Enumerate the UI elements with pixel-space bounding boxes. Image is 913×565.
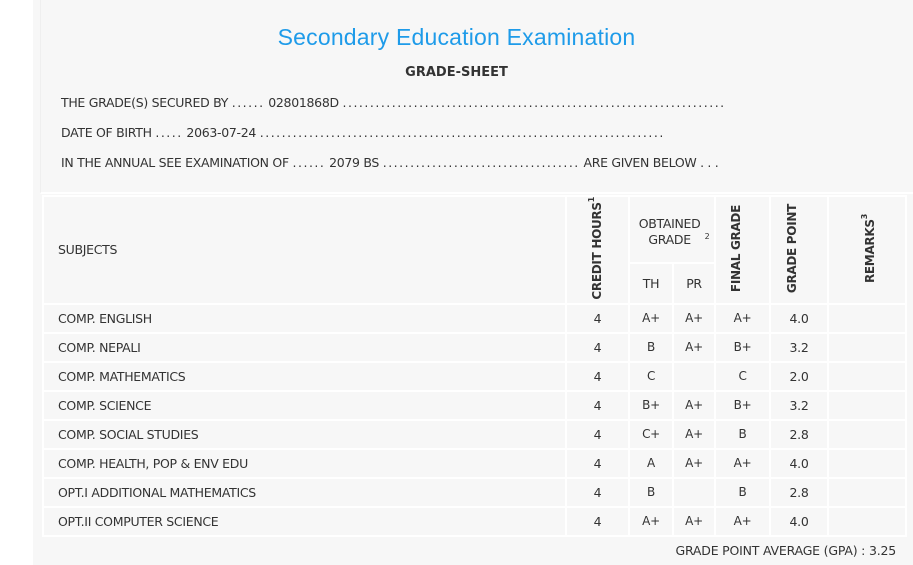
final-grade-cell: B+ [714, 331, 771, 363]
pr-grade-cell: A+ [672, 505, 716, 537]
final-grade-cell: B [714, 418, 771, 450]
grade-point-cell: 3.2 [769, 389, 829, 421]
th-grade-cell: C+ [628, 418, 674, 450]
grade-point-cell: 4.0 [769, 447, 829, 479]
pr-grade-cell: A+ [672, 389, 716, 421]
credit-cell: 4 [565, 360, 630, 392]
subject-cell: COMP. SOCIAL STUDIES [42, 418, 567, 450]
final-grade-cell: A+ [714, 505, 771, 537]
th-grade-cell: A [628, 447, 674, 479]
remarks-cell [827, 447, 907, 479]
grade-point-cell: 3.2 [769, 331, 829, 363]
exam-line: IN THE ANNUAL SEE EXAMINATION OF ...... … [61, 155, 719, 170]
header-final-grade: FINAL GRADE [714, 195, 771, 305]
grade-point-cell: 2.8 [769, 476, 829, 508]
header-pr: PR [672, 262, 716, 305]
credit-cell: 4 [565, 418, 630, 450]
secured-by-label: THE GRADE(S) SECURED BY [61, 95, 229, 110]
table-row: COMP. MATHEMATICS 4 C C 2.0 [42, 360, 907, 392]
th-grade-cell: B [628, 331, 674, 363]
subject-cell: OPT.I ADDITIONAL MATHEMATICS [42, 476, 567, 508]
th-grade-cell: A+ [628, 505, 674, 537]
subject-cell: COMP. SCIENCE [42, 389, 567, 421]
header-credit-hours: CREDIT HOURS1 [565, 195, 630, 305]
pr-grade-cell: A+ [672, 302, 716, 334]
subject-cell: OPT.II COMPUTER SCIENCE [42, 505, 567, 537]
th-grade-cell: B [628, 476, 674, 508]
symbol-number: 02801868D [268, 95, 339, 110]
table-row: COMP. SCIENCE 4 B+ A+ B+ 3.2 [42, 389, 907, 421]
credit-cell: 4 [565, 302, 630, 334]
header-obtained-grade: OBTAINED GRADE 2 [628, 194, 716, 265]
dob-value: 2063-07-24 [186, 125, 257, 140]
table-row: OPT.II COMPUTER SCIENCE 4 A+ A+ A+ 4.0 [42, 505, 907, 537]
subject-cell: COMP. NEPALI [42, 331, 567, 363]
table-row: COMP. HEALTH, POP & ENV EDU 4 A A+ A+ 4.0 [42, 447, 907, 479]
remarks-cell [827, 389, 907, 421]
pr-grade-cell [672, 476, 716, 508]
remarks-cell [827, 418, 907, 450]
remarks-cell [827, 331, 907, 363]
header-grade-point: GRADE POINT [769, 195, 829, 305]
table-row: OPT.I ADDITIONAL MATHEMATICS 4 B B 2.8 [42, 476, 907, 508]
final-grade-cell: A+ [714, 302, 771, 334]
subject-cell: COMP. HEALTH, POP & ENV EDU [42, 447, 567, 479]
grade-sheet-subtitle: GRADE-SHEET [405, 65, 508, 80]
header-th: TH [628, 262, 674, 305]
gpa-label: GRADE POINT AVERAGE (GPA) : [675, 543, 866, 558]
subject-cell: COMP. ENGLISH [42, 302, 567, 334]
credit-cell: 4 [565, 476, 630, 508]
final-grade-cell: C [714, 360, 771, 392]
dob-line: DATE OF BIRTH ..... 2063-07-24 .........… [61, 125, 665, 140]
final-grade-cell: B [714, 476, 771, 508]
pr-grade-cell: A+ [672, 447, 716, 479]
credit-cell: 4 [565, 389, 630, 421]
pr-grade-cell: A+ [672, 331, 716, 363]
credit-cell: 4 [565, 505, 630, 537]
grade-point-cell: 2.0 [769, 360, 829, 392]
gpa-value: 3.25 [868, 543, 896, 558]
remarks-cell [827, 302, 907, 334]
dob-label: DATE OF BIRTH [61, 125, 152, 140]
final-grade-cell: B+ [714, 389, 771, 421]
credit-cell: 4 [565, 447, 630, 479]
grades-table: SUBJECTS CREDIT HOURS1 OBTAINED GRADE 2 F… [42, 194, 907, 537]
exam-year: 2079 BS [329, 155, 380, 170]
remarks-cell [827, 476, 907, 508]
th-grade-cell: C [628, 360, 674, 392]
table-row: COMP. ENGLISH 4 A+ A+ A+ 4.0 [42, 302, 907, 334]
th-grade-cell: B+ [628, 389, 674, 421]
remarks-cell [827, 360, 907, 392]
th-grade-cell: A+ [628, 302, 674, 334]
exam-suffix: ARE GIVEN BELOW . . . [583, 155, 719, 170]
remarks-cell [827, 505, 907, 537]
page-title: Secondary Education Examination [277, 24, 636, 50]
header-remarks: REMARKS3 [827, 195, 907, 305]
exam-label: IN THE ANNUAL SEE EXAMINATION OF [61, 155, 289, 170]
credit-cell: 4 [565, 331, 630, 363]
pr-grade-cell [672, 360, 716, 392]
table-row: COMP. NEPALI 4 B A+ B+ 3.2 [42, 331, 907, 363]
secured-by-line: THE GRADE(S) SECURED BY ...... 02801868D… [61, 95, 726, 110]
table-row: COMP. SOCIAL STUDIES 4 C+ A+ B 2.8 [42, 418, 907, 450]
grade-point-cell: 4.0 [769, 505, 829, 537]
pr-grade-cell: A+ [672, 418, 716, 450]
header-subjects: SUBJECTS [42, 195, 567, 305]
subject-cell: COMP. MATHEMATICS [42, 360, 567, 392]
grade-point-cell: 2.8 [769, 418, 829, 450]
gpa-summary: GRADE POINT AVERAGE (GPA) : 3.25 [675, 543, 896, 558]
grade-point-cell: 4.0 [769, 302, 829, 334]
header-section [40, 0, 913, 194]
final-grade-cell: A+ [714, 447, 771, 479]
